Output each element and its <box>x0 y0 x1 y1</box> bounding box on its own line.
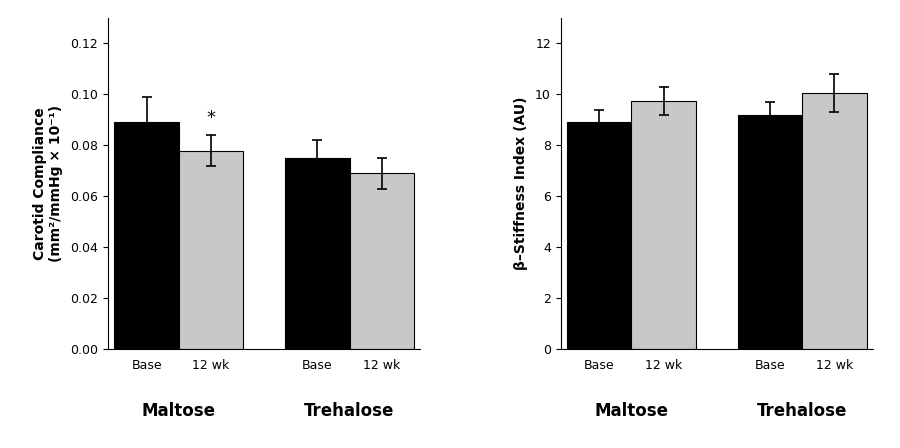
Text: Trehalose: Trehalose <box>304 402 395 420</box>
Text: *: * <box>206 109 215 127</box>
Text: Trehalose: Trehalose <box>757 402 848 420</box>
Bar <box>802 93 867 349</box>
Text: Maltose: Maltose <box>141 402 216 420</box>
Bar <box>632 101 696 349</box>
Bar <box>567 122 632 349</box>
Bar <box>285 158 349 349</box>
Bar <box>114 122 179 349</box>
Bar <box>738 115 802 349</box>
Y-axis label: Carotid Compliance
(mm²/mmHg × 10⁻¹): Carotid Compliance (mm²/mmHg × 10⁻¹) <box>33 105 63 262</box>
Bar <box>179 151 243 349</box>
Text: Maltose: Maltose <box>595 402 669 420</box>
Bar <box>349 173 414 349</box>
Y-axis label: β–Stiffness Index (AU): β–Stiffness Index (AU) <box>514 97 528 271</box>
